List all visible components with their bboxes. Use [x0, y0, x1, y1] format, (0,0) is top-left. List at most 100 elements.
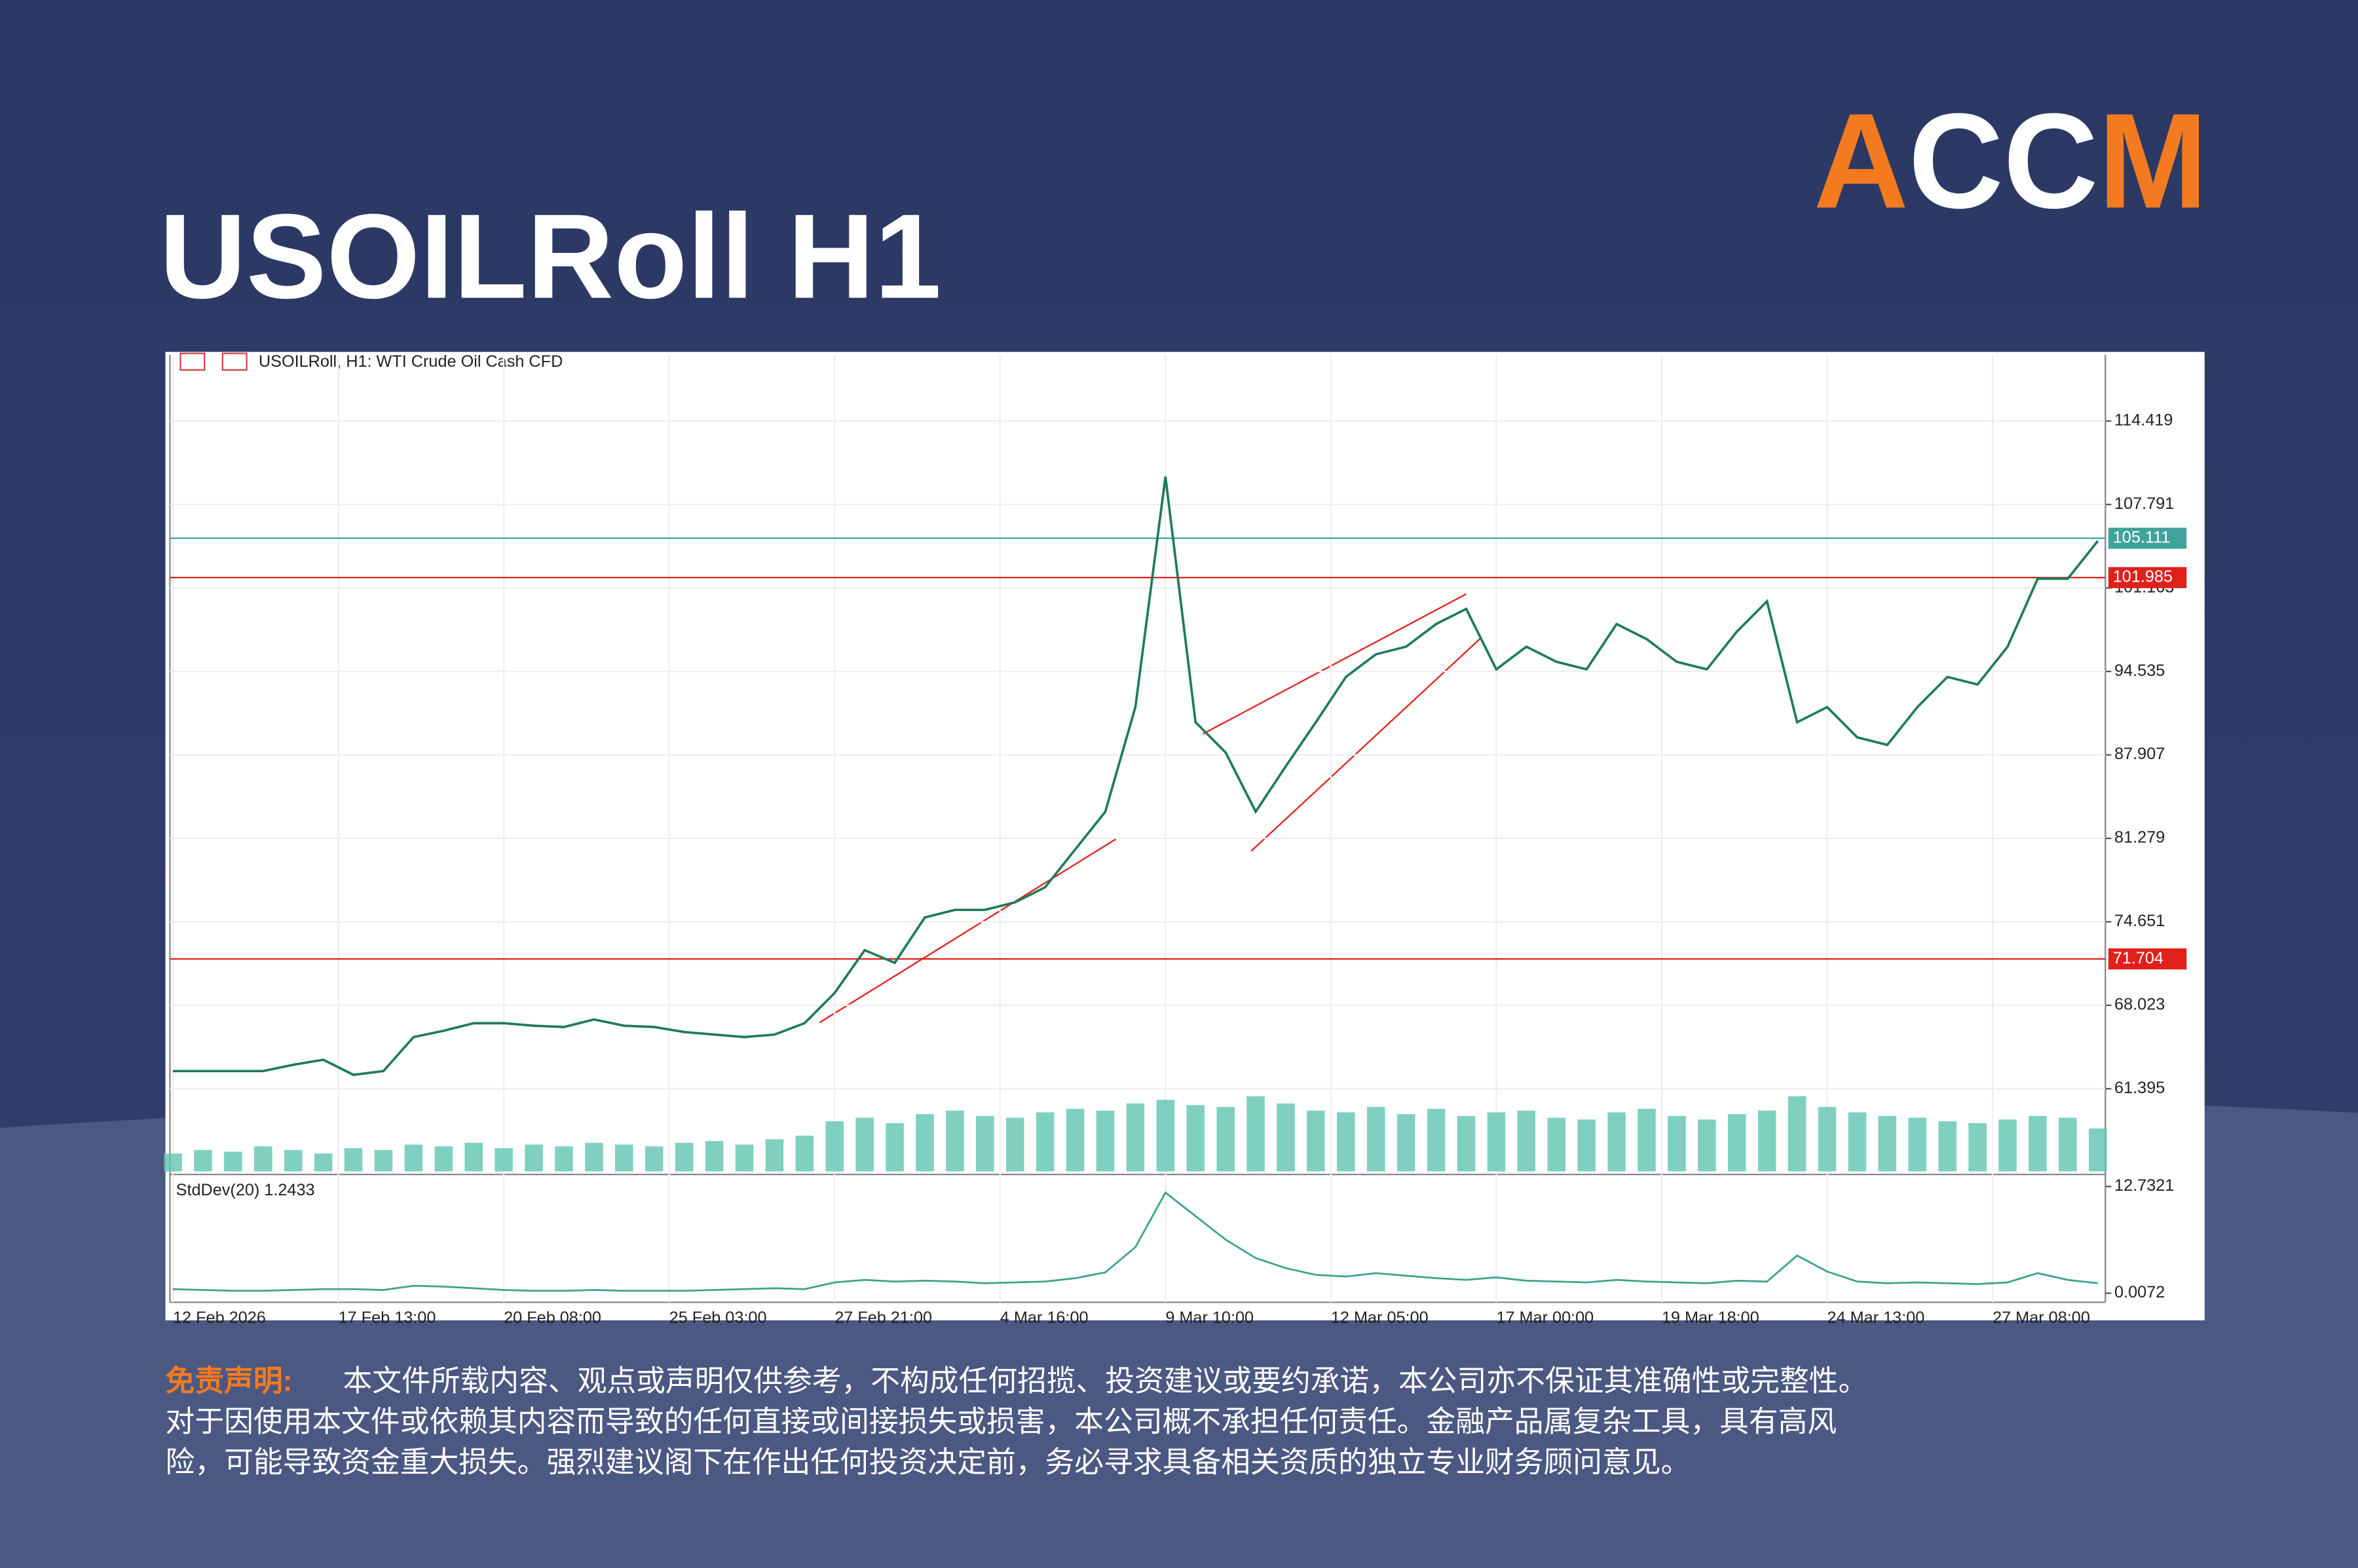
y-tick-label: 81.279 [2114, 829, 2165, 847]
volume-bar [1427, 1108, 1446, 1172]
volume-bar [1787, 1096, 1806, 1172]
y-tick-label: 61.395 [2114, 1079, 2165, 1097]
volume-bar [1908, 1117, 1927, 1172]
volume-bar [495, 1148, 513, 1172]
volume-bar [1757, 1110, 1776, 1172]
level-tag [2108, 527, 2187, 549]
volume-bar [795, 1135, 814, 1172]
x-tick-label: 20 Feb 08:00 [504, 1309, 601, 1327]
volume-bar [1277, 1103, 1295, 1172]
volume-bar [464, 1142, 483, 1172]
volume-bar [164, 1153, 182, 1172]
x-tick-label: 27 Feb 21:00 [834, 1309, 932, 1327]
y-tick-label: 0.0072 [2114, 1283, 2165, 1301]
y-tick-label: 107.791 [2114, 495, 2174, 513]
volume-bar [1156, 1100, 1175, 1172]
y-tick-label: 12.7321 [2114, 1176, 2174, 1195]
volume-bar [645, 1146, 664, 1172]
level-tag [2108, 567, 2187, 588]
icon [221, 352, 248, 371]
x-tick-label: 9 Mar 10:00 [1165, 1309, 1254, 1327]
volume-bar [404, 1144, 423, 1172]
x-tick-label: 4 Mar 16:00 [1000, 1309, 1089, 1327]
volume-bar [1246, 1096, 1265, 1172]
volume-bar [1517, 1110, 1536, 1172]
volume-bar [1638, 1108, 1656, 1172]
volume-bar [344, 1148, 363, 1172]
volume-bar [1126, 1103, 1145, 1172]
volume-bar [1186, 1105, 1205, 1172]
x-tick-label: 25 Feb 03:00 [669, 1309, 767, 1327]
disclaimer-heading: 免责声明: [166, 1365, 293, 1398]
volume-bar [765, 1139, 784, 1172]
x-tick-label: 17 Mar 00:00 [1496, 1309, 1594, 1327]
volume-bar [585, 1142, 603, 1172]
volume-bar [525, 1144, 543, 1172]
volume-bar [1307, 1110, 1325, 1172]
volume-bar [2089, 1128, 2107, 1172]
x-tick-label: 19 Mar 18:00 [1662, 1309, 1759, 1327]
y-tick-label: 68.023 [2114, 996, 2165, 1014]
volume-bar [1728, 1114, 1746, 1172]
volume-bar [1968, 1123, 1987, 1172]
volume-bar [1457, 1115, 1476, 1172]
disclaimer-line: 险，可能导致资金重大损失。强烈建议阁下在作出任何投资决定前，务必寻求具备相关资质… [166, 1446, 1691, 1479]
volume-bar [1698, 1119, 1716, 1172]
volume-bar [1607, 1112, 1626, 1172]
volume-bar [254, 1146, 272, 1172]
volume-bar [374, 1149, 393, 1172]
y-tick-label: 87.907 [2114, 745, 2165, 763]
indicator-line [172, 1191, 2098, 1292]
volume-bar [555, 1146, 573, 1172]
chart-title: USOILRoll, H1: WTI Crude Oil Cash CFD [259, 352, 563, 371]
volume-bar [1366, 1107, 1385, 1172]
volume-bar [916, 1114, 934, 1172]
volume-bar [886, 1123, 904, 1172]
volume-bar [1848, 1112, 1867, 1172]
x-tick-label: 27 Mar 08:00 [1993, 1309, 2090, 1327]
volume-bar [1998, 1119, 2017, 1172]
volume-bar [1547, 1117, 1566, 1172]
disclaimer-line: 对于因使用本文件或依赖其内容而导致的任何直接或间接损失或损害，本公司概不承担任何… [166, 1406, 1837, 1438]
disclaimer-line: 本文件所载内容、观点或声明仅供参考，不构成任何招揽、投资建议或要约承诺，本公司亦… [343, 1365, 1867, 1398]
x-tick-label: 12 Feb 2026 [173, 1309, 266, 1327]
volume-bar [1036, 1112, 1055, 1172]
volume-bar [1938, 1121, 1956, 1172]
volume-bar [1668, 1115, 1686, 1172]
level-label: 105.111 [2113, 528, 2171, 546]
volume-bar [284, 1149, 303, 1172]
volume-bar [1005, 1117, 1024, 1172]
logo: ACCM [1814, 85, 2208, 236]
volume-bar [1096, 1110, 1115, 1172]
price-line [173, 476, 2099, 1076]
page-title: USOILRoll H1 [159, 189, 941, 324]
trendlines [819, 593, 1482, 1024]
volume-bar [224, 1151, 242, 1172]
volume-bar [434, 1146, 453, 1172]
volume-bar [2029, 1115, 2047, 1172]
volume-bar [1878, 1115, 1897, 1172]
level-tag [2108, 948, 2187, 970]
volume-bar [675, 1142, 694, 1172]
x-tick-label: 24 Mar 13:00 [1827, 1309, 1925, 1327]
volume-bar [1818, 1107, 1837, 1172]
volume-bar [855, 1117, 874, 1172]
volume-bar [705, 1141, 724, 1172]
y-tick-label: 114.419 [2114, 411, 2173, 429]
icon [179, 352, 206, 371]
volume-bar [1396, 1114, 1415, 1172]
volume-bar [946, 1110, 964, 1172]
volume-bar [1487, 1112, 1506, 1172]
volume-bar [1577, 1119, 1596, 1172]
level-label: 101.985 [2113, 568, 2173, 586]
volume-bar [825, 1121, 844, 1172]
volume-bar [314, 1153, 333, 1172]
indicator-label: StdDev(20) 1.2433 [176, 1181, 315, 1199]
volume-bar [615, 1144, 633, 1172]
volume-bar [1066, 1108, 1085, 1172]
volume-bar [1337, 1112, 1355, 1172]
x-tick-label: 12 Mar 05:00 [1331, 1309, 1429, 1327]
x-tick-label: 17 Feb 13:00 [339, 1309, 436, 1327]
